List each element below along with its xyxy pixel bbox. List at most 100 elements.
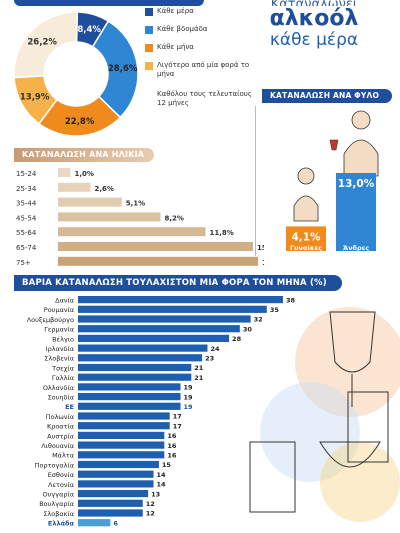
age-bar-value: 11,8%: [210, 229, 234, 237]
legend-swatch: [145, 8, 153, 16]
legend-swatch: [145, 62, 153, 70]
country-bar: [78, 305, 267, 313]
country-label: Πολωνία: [46, 413, 74, 421]
age-bar-value: 8,2%: [165, 214, 184, 222]
country-bar: [78, 373, 192, 381]
headline-subtitle: κάθε μέρα: [269, 30, 359, 50]
country-label: ΕΕ: [65, 403, 74, 411]
frequency-donut-chart: 8,4% 28,6% 22,8% 13,9% 26,2%: [13, 11, 139, 137]
frequency-legend: Κάθε μέρα Κάθε βδομάδα Κάθε μήνα Λιγότερο α…: [145, 7, 253, 107]
country-label: Ελλάδα: [48, 520, 75, 528]
age-bar-value: 5,1%: [126, 200, 145, 208]
headline-title: αλκοόλ: [269, 6, 359, 31]
country-bar-value: 32: [254, 316, 263, 324]
country-bar: [78, 354, 203, 362]
age-bar: [58, 256, 258, 266]
country-bar-value: 30: [243, 325, 253, 333]
country-label: Βουλγαρία: [39, 500, 74, 508]
country-bar-value: 12: [146, 500, 155, 508]
country-bar-value: 19: [184, 393, 194, 401]
cocktail-glass-icon: [319, 441, 381, 468]
country-label: Τσεχία: [51, 364, 74, 372]
country-label: Ρουμανία: [44, 306, 74, 314]
country-bar: [78, 470, 154, 478]
legend-item: Κάθε μέρα: [145, 7, 253, 16]
donut-slice-label: 26,2%: [27, 37, 57, 47]
country-bar-value: 38: [286, 296, 296, 304]
country-bar-value: 14: [157, 471, 167, 479]
legend-label: Κάθε μέρα: [157, 7, 194, 15]
country-bar-value: 6: [113, 519, 118, 527]
country-bar: [78, 315, 251, 323]
country-label: Κροατία: [47, 423, 74, 431]
country-bar: [78, 519, 111, 527]
age-bar-value: 16%: [262, 259, 264, 267]
age-bar-value: 15,6%: [257, 244, 264, 252]
country-label: Ιρλανδία: [46, 345, 74, 353]
country-bar: [78, 383, 181, 391]
sex-bar: [286, 226, 326, 251]
sex-panel: 4,1% Γυναίκες 13,0% Άνδρες: [255, 106, 394, 256]
watercolor-blob: [260, 382, 360, 482]
age-bar: [58, 197, 122, 207]
country-bar: [78, 441, 165, 449]
country-bar: [78, 480, 154, 488]
country-bar: [78, 344, 208, 352]
country-bar: [78, 451, 165, 459]
headline: Καταναλώνει αλκοόλ κάθε μέρα: [228, 0, 400, 50]
glasses-illustration: [249, 307, 400, 522]
donut-slice-label: 13,9%: [20, 92, 50, 102]
woman-figure-head: [297, 167, 315, 185]
age-bar-value: 1,0%: [75, 170, 94, 178]
country-label: Μάλτα: [52, 452, 74, 460]
country-bar-value: 24: [210, 345, 220, 353]
man-figure-body: [343, 139, 379, 177]
donut-slice-label: 8,4%: [77, 25, 101, 35]
age-tick-label: 15-24: [16, 170, 37, 178]
country-bar: [78, 363, 192, 372]
age-section-title: ΚΑΤΑΝΑΛΩΣΗ ΑΝΑ ΗΛΙΚΙΑ: [14, 148, 154, 162]
country-bar: [78, 490, 149, 498]
age-tick-label: 25-34: [16, 185, 37, 193]
country-bar-value: 12: [146, 510, 155, 518]
age-bar: [58, 212, 161, 222]
age-tick-label: 35-44: [16, 200, 37, 208]
sex-bar: [336, 173, 376, 251]
donut-slice-label: 28,6%: [108, 64, 138, 74]
sex-bar-category: Γυναίκες: [290, 244, 322, 252]
age-bar: [58, 182, 91, 192]
country-label: Λιθουανία: [41, 442, 74, 450]
legend-item: Λιγότερο από μία φορά το μήνα: [145, 61, 253, 78]
country-bar-value: 21: [194, 374, 204, 382]
heavy-drinking-bar-chart: Δανία 38 Ρουμανία 35 Λουξεμβούργο 32 Γερμανία 3…: [27, 296, 296, 528]
age-bar-value: 2,6%: [95, 185, 114, 193]
country-label: Πορτογαλία: [35, 461, 74, 469]
man-wine-glass-icon: [329, 139, 339, 151]
legend-label: Κάθε βδομάδα: [157, 25, 208, 33]
bottle-icon: [347, 391, 389, 463]
country-bar-value: 35: [270, 306, 280, 314]
headline-cut-text: Καταναλώνει: [228, 0, 400, 6]
wine-glass-icon: [329, 311, 376, 373]
country-label: Ολλανδία: [43, 384, 74, 392]
country-label: Γαλλία: [52, 374, 74, 382]
country-bar: [78, 499, 143, 507]
donut-slice-label: 22,8%: [65, 117, 95, 127]
country-bar: [78, 509, 143, 517]
country-label: Δανία: [55, 297, 74, 305]
woman-figure-body: [293, 195, 319, 222]
country-label: Ουγγαρία: [43, 491, 74, 499]
legend-swatch: [145, 91, 153, 99]
country-bar: [78, 325, 240, 333]
age-bar-chart: 15-24 1,0% 25-34 2,6% 35-44 5,1% 45-54 8,2% 55-6…: [16, 168, 264, 267]
watercolor-blob: [295, 307, 400, 417]
country-label: Σουηδία: [48, 394, 74, 402]
country-label: Αυστρία: [47, 432, 74, 440]
legend-item: Κάθε βδομάδα: [145, 25, 253, 34]
legend-swatch: [145, 44, 153, 52]
legend-label: Καθόλου τους τελευταίους 12 μήνες: [157, 90, 252, 107]
country-bar-value: 17: [173, 413, 182, 421]
country-bar-value: 19: [184, 384, 194, 392]
country-bar: [78, 431, 165, 439]
country-label: Γερμανία: [44, 326, 74, 334]
